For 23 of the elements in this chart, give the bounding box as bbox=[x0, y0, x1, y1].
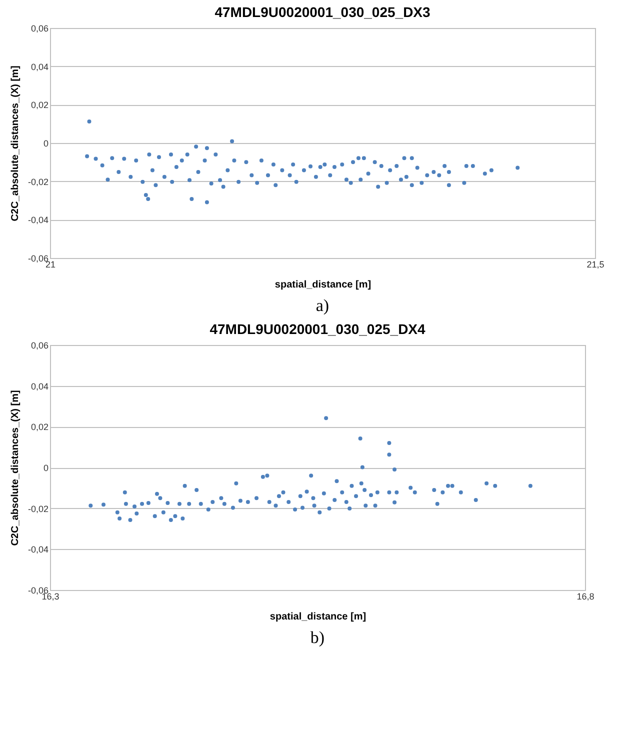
y-tick-label: 0 bbox=[43, 138, 48, 148]
y-tick-label: -0,06 bbox=[28, 586, 48, 596]
chart-title: 47MDL9U0020001_030_025_DX3 bbox=[214, 4, 431, 20]
x-axis-title: spatial_distance [m] bbox=[274, 280, 372, 290]
y-tick-label: 0,02 bbox=[30, 100, 48, 110]
y-tick-label: 0,06 bbox=[30, 24, 48, 34]
y-axis-title: C2C_absolute_distances_(X) [m] bbox=[10, 390, 21, 546]
text: a) bbox=[316, 296, 330, 315]
y-tick-label: -0,04 bbox=[28, 215, 48, 226]
x-tick-label: 21,5 bbox=[586, 260, 604, 270]
y-tick-label: -0,02 bbox=[28, 176, 48, 187]
x-tick-label: 16,8 bbox=[576, 592, 594, 602]
y-tick-label: 0,04 bbox=[30, 381, 48, 392]
y-tick-label: 0 bbox=[43, 463, 48, 473]
y-tick-label: -0,02 bbox=[28, 504, 48, 514]
y-axis-title: C2C_absolute_distances_(X) [m] bbox=[10, 66, 21, 222]
text: b) bbox=[310, 628, 325, 647]
chart-title: 47MDL9U0020001_030_025_DX4 bbox=[210, 321, 426, 337]
y-tick-label: -0,04 bbox=[28, 544, 48, 555]
y-tick-label: 0,02 bbox=[30, 422, 48, 432]
y-tick-label: 0,06 bbox=[30, 340, 48, 350]
y-tick-label: 0,04 bbox=[30, 62, 48, 72]
x-axis-title: spatial_distance [m] bbox=[270, 612, 366, 622]
